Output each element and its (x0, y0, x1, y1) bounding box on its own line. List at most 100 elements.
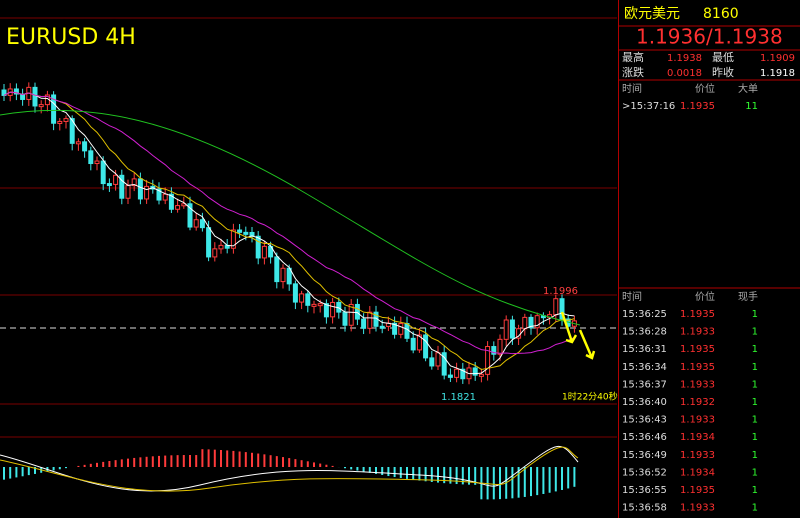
table-cell: 1.1933 (680, 450, 715, 461)
candle-body (156, 188, 162, 201)
candle-body (82, 141, 88, 152)
candle-body (528, 316, 534, 329)
table-cell: 15:36:52 (622, 467, 667, 478)
table-cell: 1 (752, 432, 758, 443)
moving-average (3, 91, 575, 375)
table-cell: 1 (752, 397, 758, 408)
table-cell: 1 (752, 309, 758, 320)
low-label: 1.1821 (441, 392, 476, 403)
candle-body (187, 203, 193, 228)
candle-body (404, 323, 410, 339)
table-header: 时间 (622, 290, 642, 303)
table-cell: 1 (752, 485, 758, 496)
table-cell: 1 (752, 467, 758, 478)
candle-body (38, 104, 44, 108)
candle-body (75, 141, 81, 145)
candle-body (323, 303, 329, 318)
value: 1.1909 (760, 53, 795, 64)
table-cell: 1.1932 (680, 397, 715, 408)
high-label: 1.1996 (543, 286, 578, 297)
table-cell: 15:36:46 (622, 432, 667, 443)
table-cell: 15:36:34 (622, 362, 667, 373)
candle-body (212, 248, 218, 258)
value: 0.0018 (667, 68, 702, 79)
quote-name: 欧元美元 (624, 6, 680, 22)
candle-body (503, 319, 509, 340)
table-cell: 15:36:40 (622, 397, 667, 408)
candle-body (119, 174, 125, 199)
table-cell: 1.1934 (680, 467, 715, 478)
candle-body (206, 227, 212, 258)
table-cell: 1.1935 (680, 344, 715, 355)
candle-body (255, 235, 261, 259)
candle-body (57, 120, 63, 124)
candle-body (317, 303, 323, 307)
candle-body (559, 298, 565, 320)
signal-line (0, 446, 579, 492)
table-header: 价位 (695, 290, 715, 303)
countdown: 1时22分40秒 (562, 391, 618, 403)
candle-body (509, 319, 515, 339)
label: 昨收 (712, 65, 734, 79)
candle-body (94, 160, 100, 165)
candle-body (243, 231, 249, 235)
candle-body (69, 118, 75, 144)
candle-body (330, 301, 336, 318)
table-cell: 15:36:31 (622, 344, 667, 355)
table-cell: 1.1933 (680, 503, 715, 514)
candle-body (193, 219, 199, 228)
candle-body (553, 298, 559, 316)
table-cell: 1 (752, 503, 758, 514)
candle-body (410, 337, 416, 351)
macd-line (0, 445, 579, 492)
table-cell: 1 (752, 450, 758, 461)
table-cell: 1 (752, 415, 758, 426)
candle-body (472, 367, 478, 376)
table-cell: 15:36:55 (622, 485, 667, 496)
candle-body (113, 174, 119, 185)
candle-body (454, 368, 460, 378)
candle-body (441, 352, 447, 376)
candle-body (491, 346, 497, 355)
candle-body (125, 185, 131, 199)
table-cell: 1 (752, 344, 758, 355)
candle-body (199, 219, 205, 229)
candle-body (429, 357, 435, 367)
value: 1.1938 (667, 53, 702, 64)
candle-body (361, 318, 367, 329)
candle-body (367, 311, 373, 329)
table-cell: 15:36:25 (622, 309, 667, 320)
candle-body (230, 229, 236, 249)
table-cell: 15:36:58 (622, 503, 667, 514)
candle-body (460, 368, 466, 380)
candle-body (447, 374, 453, 378)
candle-body (416, 334, 422, 351)
label: 最高 (622, 50, 644, 64)
candle-body (32, 86, 38, 107)
table-cell: >15:37:16 (622, 101, 675, 112)
candle-body (423, 334, 429, 359)
candle-body (51, 94, 57, 124)
candle-body (497, 338, 503, 355)
quote-price: 1.1936/1.1938 (636, 25, 783, 49)
moving-average (0, 109, 581, 326)
candle-body (218, 244, 224, 250)
table-cell: 1 (752, 379, 758, 390)
moving-average (3, 91, 575, 370)
table-header: 现手 (738, 290, 758, 303)
candle-body (348, 303, 354, 326)
table-cell: 1.1935 (680, 101, 715, 112)
candle-body (280, 267, 286, 283)
candle-body (1, 89, 7, 96)
table-cell: 1 (752, 327, 758, 338)
candle-body (311, 303, 317, 307)
table-cell: 1.1933 (680, 415, 715, 426)
candle-body (435, 352, 441, 367)
table-cell: 1.1934 (680, 432, 715, 443)
table-cell: 11 (745, 101, 758, 112)
candle-body (392, 322, 398, 335)
candle-body (100, 160, 106, 185)
